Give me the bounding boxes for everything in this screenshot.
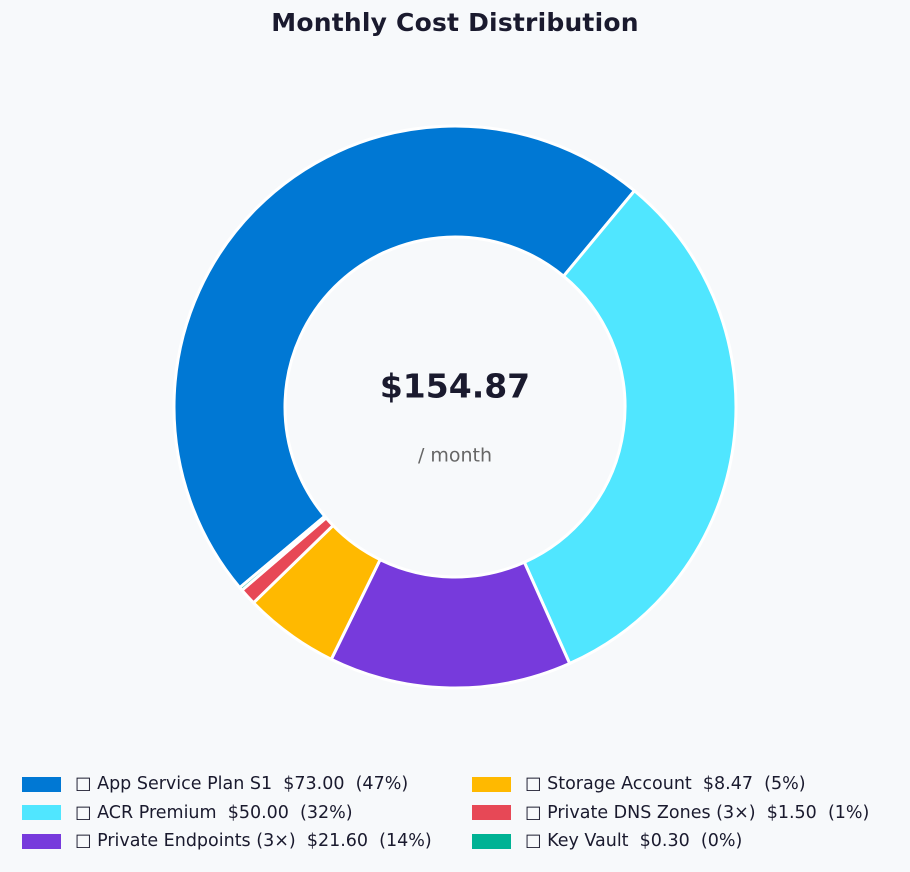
legend-column-left: □ App Service Plan S1 $73.00 (47%) □ ACR… (22, 770, 432, 856)
legend-column-right: □ Storage Account $8.47 (5%) □ Private D… (472, 770, 869, 856)
donut-slice-key-vault (238, 514, 328, 592)
legend-swatch (472, 805, 511, 821)
legend-item-private-endpoints: □ Private Endpoints (3×) $21.60 (14%) (22, 827, 432, 856)
legend-swatch (22, 805, 61, 821)
legend-label: □ Private Endpoints (3×) $21.60 (14%) (75, 831, 432, 851)
legend-item-key-vault: □ Key Vault $0.30 (0%) (472, 827, 869, 856)
legend-swatch (472, 833, 511, 849)
legend-item-private-dns-zones: □ Private DNS Zones (3×) $1.50 (1%) (472, 799, 869, 828)
legend-swatch (22, 833, 61, 849)
legend-label: □ App Service Plan S1 $73.00 (47%) (75, 774, 409, 794)
legend-label: □ Storage Account $8.47 (5%) (525, 774, 806, 794)
legend-item-app-service-plan: □ App Service Plan S1 $73.00 (47%) (22, 770, 432, 799)
donut-chart: $154.87 / month (172, 124, 738, 690)
legend-item-acr-premium: □ ACR Premium $50.00 (32%) (22, 799, 432, 828)
chart-title: Monthly Cost Distribution (271, 8, 639, 37)
donut-slice-acr-premium (522, 189, 738, 666)
center-total-label: $154.87 (380, 367, 530, 406)
legend-item-storage-account: □ Storage Account $8.47 (5%) (472, 770, 869, 799)
legend-swatch (472, 776, 511, 792)
legend-label: □ Private DNS Zones (3×) $1.50 (1%) (525, 802, 870, 823)
center-subtitle-label: / month (418, 445, 492, 467)
legend-label: □ Key Vault $0.30 (0%) (525, 831, 743, 851)
legend-label: □ ACR Premium $50.00 (32%) (75, 802, 353, 823)
donut-slice-app-service-plan-s1 (172, 124, 636, 590)
donut-slices (172, 124, 738, 690)
legend-swatch (22, 776, 61, 792)
